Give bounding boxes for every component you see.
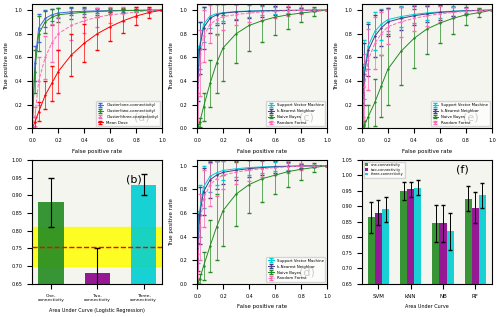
Bar [479, 196, 486, 317]
Bar [32, 227, 162, 266]
Bar [407, 189, 414, 317]
Bar [432, 223, 440, 317]
Y-axis label: True positive rate: True positive rate [169, 198, 174, 246]
X-axis label: False positive rate: False positive rate [237, 149, 287, 154]
Bar [84, 273, 110, 317]
Bar [440, 223, 446, 317]
Bar [38, 202, 64, 317]
Legend: Support Vector Machine, k-Nearest Neighbor, Naive Bayes, Random Forest: Support Vector Machine, k-Nearest Neighb… [266, 101, 325, 126]
X-axis label: Area Under Curve (Logistic Regression): Area Under Curve (Logistic Regression) [50, 308, 145, 313]
Legend: Cluster(one-connectivity), Cluster(two-connectivity), Cluster(three-connectivity: Cluster(one-connectivity), Cluster(two-c… [96, 101, 160, 126]
Legend: Support Vector Machine, k-Nearest Neighbor, Naive Bayes, Random Forest: Support Vector Machine, k-Nearest Neighb… [431, 101, 490, 126]
Y-axis label: True positive rate: True positive rate [169, 42, 174, 90]
Y-axis label: True positive rate: True positive rate [4, 42, 9, 90]
X-axis label: False positive rate: False positive rate [72, 149, 122, 154]
Bar [472, 208, 479, 317]
Legend: one-connectivity, two-connectivity, three-connectivity: one-connectivity, two-connectivity, thre… [364, 162, 406, 178]
Legend: Support Vector Machine, k-Nearest Neighbor, Naive Bayes, Random Forest: Support Vector Machine, k-Nearest Neighb… [266, 257, 325, 282]
Text: (e): (e) [464, 112, 479, 122]
X-axis label: False positive rate: False positive rate [237, 304, 287, 309]
Bar [382, 210, 389, 317]
Text: (a): (a) [134, 112, 150, 122]
Bar [131, 184, 156, 317]
Text: (c): (c) [298, 112, 314, 122]
Text: (b): (b) [126, 175, 142, 185]
Bar [464, 198, 472, 317]
Y-axis label: True positive rate: True positive rate [334, 42, 339, 90]
Bar [375, 213, 382, 317]
X-axis label: False positive rate: False positive rate [402, 149, 452, 154]
Bar [446, 231, 454, 317]
X-axis label: Area Under Curve: Area Under Curve [405, 304, 449, 309]
Bar [400, 191, 407, 317]
Bar [414, 188, 422, 317]
Text: (d): (d) [298, 268, 314, 278]
Text: (f): (f) [456, 165, 468, 175]
Bar [368, 217, 375, 317]
